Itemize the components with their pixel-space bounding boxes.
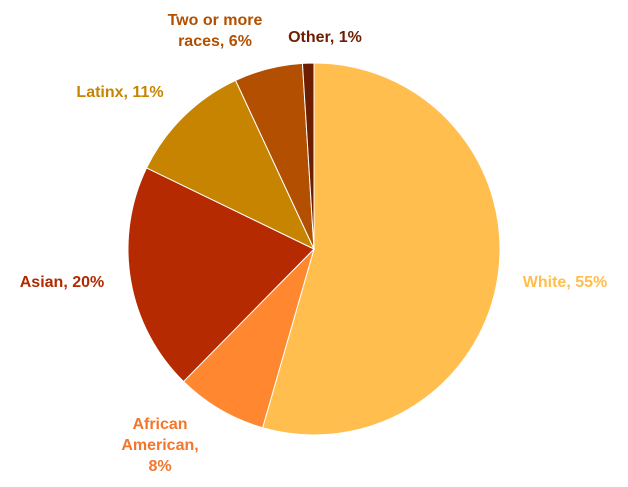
slice-label-line: Two or more [168, 12, 263, 29]
pie-slice-latinx [145, 79, 316, 251]
slice-label-white: White, 55% [523, 274, 607, 291]
slice-label-two-or-more-races: Two or more races, 6% [168, 12, 263, 50]
slice-label-line: White, 55% [523, 274, 607, 291]
slice-label-line: American, [121, 437, 198, 454]
slice-label-latinx: Latinx, 11% [76, 84, 163, 101]
slice-label-line: Asian, 20% [20, 274, 104, 291]
slice-label-line: 8% [148, 458, 171, 475]
slice-label-line: Latinx, 11% [76, 84, 163, 101]
slice-label-line: African [132, 416, 187, 433]
slice-label-african-american: African American, 8% [121, 416, 198, 475]
slice-label-line: Other, 1% [288, 29, 362, 46]
slice-label-line: races, 6% [178, 33, 252, 50]
pie-slice-asian [127, 167, 315, 383]
pie-slices [127, 62, 501, 436]
pie-labels: White, 55% African American, 8% Asian, 20% La… [20, 12, 607, 475]
pie-slice-other [301, 62, 315, 250]
pie-slice-african-american [182, 248, 315, 429]
pie-slice-white [261, 62, 501, 436]
slice-label-asian: Asian, 20% [20, 274, 104, 291]
slice-label-other: Other, 1% [288, 29, 362, 46]
